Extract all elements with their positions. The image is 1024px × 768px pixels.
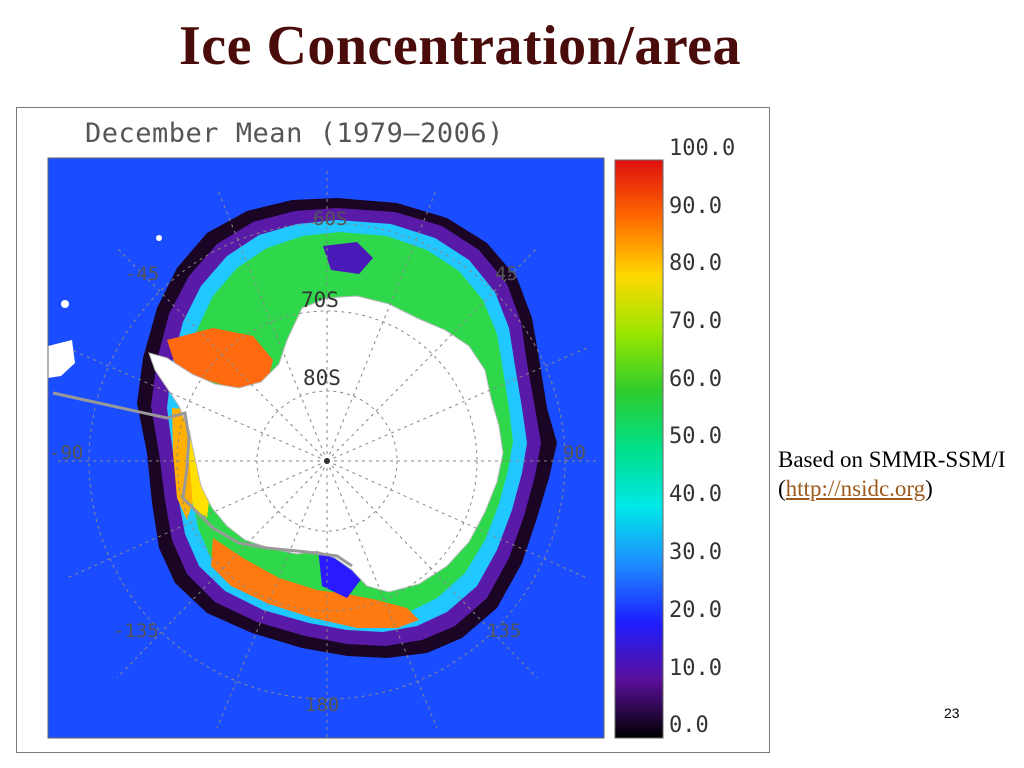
longitude-label-e: 90 [563, 442, 586, 464]
sea-ice-map-graphic [47, 157, 664, 739]
colorbar-tick-label: 50.0 [669, 424, 722, 449]
longitude-label-s: 180 [305, 694, 340, 716]
colorbar-tick-label: 40.0 [669, 482, 722, 507]
page-number: 23 [944, 705, 960, 721]
data-source-note: Based on SMMR-SSM/I (http://nsidc.org) [778, 445, 1008, 503]
nsidc-link[interactable]: http://nsidc.org [785, 476, 926, 501]
antarctica-landmass [148, 295, 504, 593]
south-america-tip [48, 340, 75, 378]
polar-projection-map [48, 158, 604, 738]
colorbar-tick-label: 20.0 [669, 598, 722, 623]
colorbar-tick-label: 0.0 [669, 713, 709, 738]
slide-title: Ice Concentration/area [178, 15, 742, 77]
colorbar-tick-label: 100.0 [669, 136, 736, 161]
transect-line [52, 391, 353, 568]
weddell-polynya [323, 242, 373, 274]
colorbar-tick-label: 10.0 [669, 656, 722, 681]
longitude-label-w: -90 [49, 442, 84, 464]
sea-ice-map-figure: December Mean (1979–2006) 100.0 90.0 80.… [16, 107, 770, 753]
colorbar-tick-label: 70.0 [669, 309, 722, 334]
graticule [57, 168, 597, 738]
map-frame [47, 157, 605, 739]
longitude-label-se: 135 [487, 620, 522, 642]
south-pole-marker [324, 458, 330, 464]
colorbar-tick-label: 60.0 [669, 367, 722, 392]
latitude-label-80s: 80S [303, 366, 341, 390]
colorbar [614, 159, 664, 739]
colorbar-tick-label: 80.0 [669, 251, 722, 276]
longitude-label-ne: 45 [495, 263, 518, 285]
source-note-suffix: ) [925, 476, 933, 501]
colorbar-tick-label: 30.0 [669, 540, 722, 565]
longitude-label-sw: -135 [113, 620, 159, 642]
island [61, 300, 69, 308]
latitude-label-60s: 60S [313, 208, 348, 230]
ross-sea-pack-ice [211, 538, 419, 628]
colorbar-tick-label: 90.0 [669, 194, 722, 219]
island [156, 235, 162, 241]
latitude-label-70s: 70S [301, 288, 339, 312]
map-title: December Mean (1979–2006) [85, 118, 504, 149]
longitude-label-nw: -45 [125, 263, 160, 285]
source-note-prefix: Based on SMMR-SSM/I ( [778, 447, 1006, 501]
